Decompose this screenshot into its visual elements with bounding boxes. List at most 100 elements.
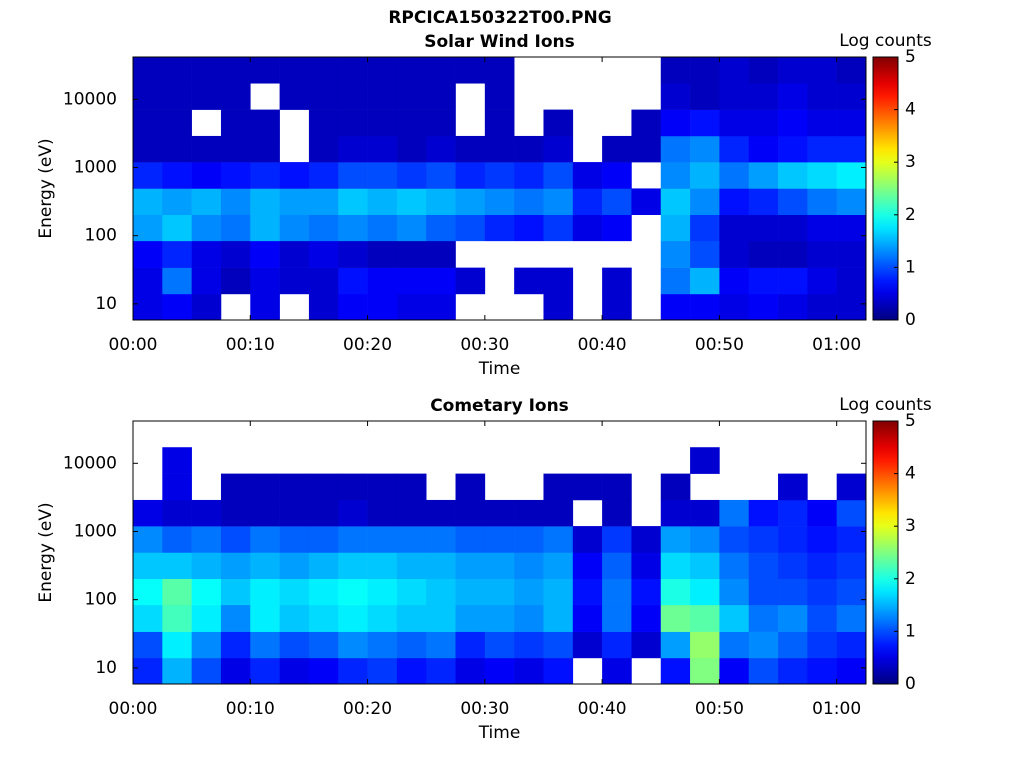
heatmap-cell xyxy=(602,473,632,501)
y-tick-label: 10 xyxy=(95,294,117,314)
heatmap-cell xyxy=(396,657,427,685)
x-tick-label: 00:30 xyxy=(460,699,509,719)
heatmap-cell xyxy=(602,526,632,553)
heatmap-cell xyxy=(602,135,632,163)
heatmap-cell xyxy=(514,499,544,527)
heatmap-cell xyxy=(778,657,808,685)
heatmap-cell xyxy=(338,135,368,163)
heatmap-cell xyxy=(572,188,603,216)
heatmap-cell xyxy=(220,188,251,216)
heatmap-cell xyxy=(396,526,427,553)
heatmap-cell xyxy=(836,109,867,137)
heatmap-cell xyxy=(338,162,368,189)
heatmap-cell xyxy=(250,526,280,553)
y-tick-label: 1000 xyxy=(74,157,117,177)
heatmap-cell xyxy=(162,499,192,527)
heatmap-cell xyxy=(631,188,662,216)
heatmap-cell xyxy=(807,240,837,268)
heatmap-cell xyxy=(690,57,720,84)
heatmap-cell xyxy=(279,631,310,659)
heatmap-cell xyxy=(690,188,720,216)
colorbar-tick-label: 2 xyxy=(905,205,916,225)
heatmap-cell xyxy=(308,657,339,685)
heatmap-cell xyxy=(338,83,368,110)
heatmap-cell xyxy=(719,657,750,685)
heatmap-cell xyxy=(719,57,750,84)
heatmap-cell xyxy=(514,135,544,163)
heatmap-cell xyxy=(133,578,163,606)
heatmap-cell xyxy=(719,499,750,527)
heatmap-cell xyxy=(220,135,251,163)
heatmap-cell xyxy=(807,578,837,606)
heatmap-cell xyxy=(660,631,691,659)
heatmap-cell xyxy=(367,526,398,553)
heatmap-cell xyxy=(279,578,310,606)
colorbar-tick-label: 3 xyxy=(905,152,916,172)
heatmap-cell xyxy=(836,57,867,84)
heatmap-cell xyxy=(220,631,251,659)
heatmap-cell xyxy=(807,135,837,163)
heatmap-cell xyxy=(191,657,222,685)
heatmap-cell xyxy=(426,657,456,685)
heatmap-cell xyxy=(455,526,486,553)
heatmap-cell xyxy=(514,162,544,189)
heatmap-cell xyxy=(426,57,456,84)
heatmap-cell xyxy=(748,162,779,189)
heatmap-cell xyxy=(602,552,632,580)
heatmap-cell xyxy=(250,109,280,137)
heatmap-cell xyxy=(514,657,544,685)
heatmap-cell xyxy=(836,188,867,216)
colorbar-label: Log counts xyxy=(839,31,932,51)
y-axis-label: Energy (eV) xyxy=(36,138,56,238)
heatmap-cell xyxy=(778,135,808,163)
heatmap-cell xyxy=(719,526,750,553)
x-axis-label: Time xyxy=(478,723,521,743)
heatmap-cell xyxy=(250,657,280,685)
heatmap-cell xyxy=(426,135,456,163)
heatmap-cell xyxy=(836,473,867,501)
heatmap-cell xyxy=(455,188,486,216)
heatmap-cell xyxy=(191,267,222,295)
heatmap-cell xyxy=(631,578,662,606)
heatmap-cell xyxy=(778,631,808,659)
heatmap-cell xyxy=(250,473,280,501)
heatmap-cell xyxy=(690,578,720,606)
heatmap-cell xyxy=(690,135,720,163)
heatmap-cell xyxy=(748,240,779,268)
heatmap-cell xyxy=(279,657,310,685)
heatmap-cell xyxy=(602,499,632,527)
heatmap-cell xyxy=(631,604,662,632)
heatmap-cell xyxy=(602,188,632,216)
heatmap-cell xyxy=(748,499,779,527)
heatmap-cell xyxy=(162,135,192,163)
heatmap-cell xyxy=(133,188,163,216)
heatmap-cell xyxy=(748,267,779,295)
heatmap-cell xyxy=(338,604,368,632)
heatmap-cell xyxy=(250,293,280,321)
heatmap-cell xyxy=(367,499,398,527)
heatmap-cell xyxy=(250,188,280,216)
heatmap-cell xyxy=(572,578,603,606)
heatmap-cell xyxy=(719,552,750,580)
heatmap-cell xyxy=(807,631,837,659)
heatmap-cell xyxy=(631,552,662,580)
heatmap-cell xyxy=(455,214,486,242)
heatmap-cell xyxy=(514,267,544,295)
heatmap-cell xyxy=(162,57,192,84)
heatmap-cell xyxy=(279,267,310,295)
heatmap-cell xyxy=(631,631,662,659)
heatmap-cell xyxy=(543,604,574,632)
heatmap-cell xyxy=(807,604,837,632)
heatmap-cell xyxy=(778,473,808,501)
heatmap-cell xyxy=(807,214,837,242)
heatmap-cell xyxy=(308,135,339,163)
heatmap-cell xyxy=(162,578,192,606)
heatmap-cell xyxy=(455,578,486,606)
heatmap-cell xyxy=(690,447,720,474)
heatmap-cell xyxy=(660,552,691,580)
heatmap-cell xyxy=(836,604,867,632)
heatmap-cell xyxy=(426,214,456,242)
heatmap-cell xyxy=(719,631,750,659)
heatmap-cell xyxy=(836,631,867,659)
heatmap-cell xyxy=(308,526,339,553)
